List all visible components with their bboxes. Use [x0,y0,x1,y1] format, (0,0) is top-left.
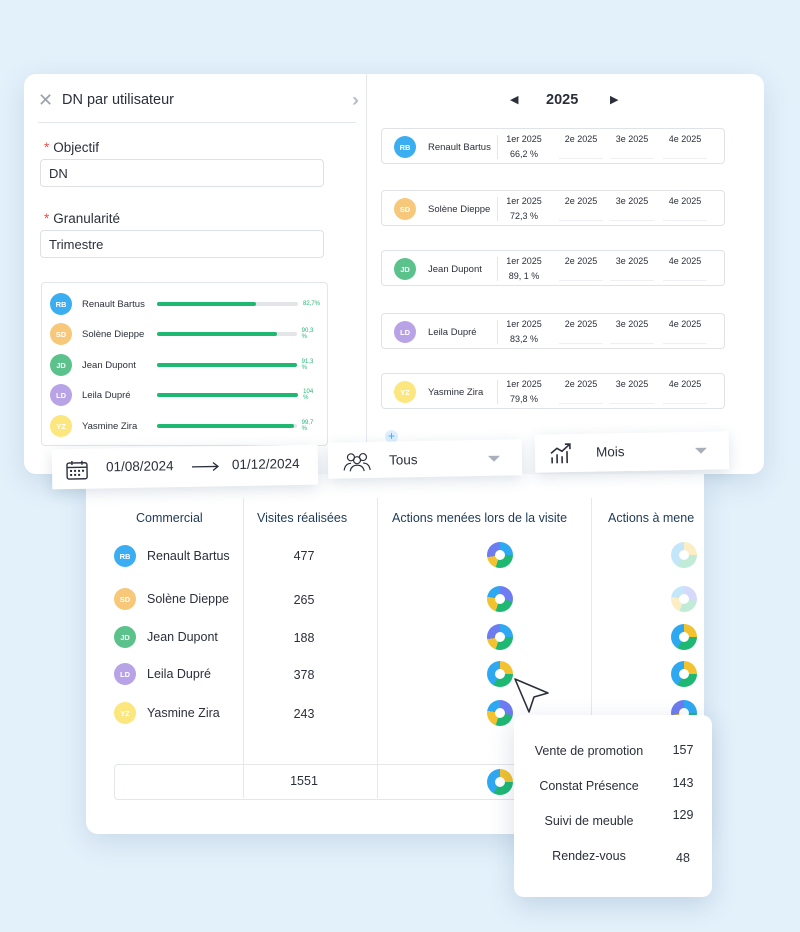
tooltip-label: Vente de promotion [534,744,644,758]
tooltip-value: 48 [676,851,690,865]
chart-trend-icon [550,443,571,464]
tooltip-label: Rendez-vous [552,849,626,863]
donut-chart-icon[interactable] [671,661,697,687]
avatar: RB [394,136,416,158]
panel-header: ✕ DN par utilisateur ›› [38,90,359,123]
table-row[interactable]: LD Leila Dupré 1er 2025 83,2 % 2e 2025 3e… [381,313,725,349]
objective-input[interactable]: DN [40,159,324,187]
table-row[interactable]: JD Jean Dupont [114,626,218,648]
period-select[interactable]: Mois [534,431,730,473]
table-row[interactable]: RB Renault Bartus [114,545,230,567]
table-row[interactable]: SD Solène Dieppe [114,588,229,610]
avatar: JD [114,626,136,648]
avatar: YZ [114,702,136,724]
group-value: Tous [388,452,418,468]
table-row[interactable]: SD Solène Dieppe 1er 2025 72,3 % 2e 2025 … [381,190,725,226]
visits-table: Commercial Visites réalisées Actions men… [86,474,704,834]
panel-title: DN par utilisateur [62,92,175,108]
avatar: LD [114,663,136,685]
users-group-icon [343,452,371,472]
donut-chart-icon[interactable] [487,586,513,612]
chevron-down-icon [487,455,501,462]
donut-chart-icon[interactable] [671,624,697,650]
total-visits: 1551 [290,774,318,788]
year-label: 2025 [546,92,579,108]
avatar: YZ [50,415,72,437]
avatar: JD [394,258,416,280]
list-item: JD Jean Dupont 91,3 % [50,353,320,377]
list-item: RB Renault Bartus 82,7% [50,292,320,316]
header-visits: Visites réalisées [257,511,348,525]
date-from[interactable]: 01/08/2024 [105,458,174,475]
group-select[interactable]: Tous [327,439,523,479]
granularity-label: * Granularité [44,211,121,226]
progress-bar [157,302,298,306]
user-progress-list: RB Renault Bartus 82,7% SD Solène Dieppe… [41,282,328,446]
donut-chart-icon[interactable] [487,542,513,568]
table-row[interactable]: YZ Yasmine Zira 1er 2025 79,8 % 2e 2025 3… [381,373,725,409]
actions-tooltip: Vente de promotion 157 Constat Présence … [514,715,712,897]
date-to[interactable]: 01/12/2024 [231,456,300,473]
avatar: SD [114,588,136,610]
progress-bar [157,393,299,397]
progress-bar [156,424,297,428]
tooltip-label: Suivi de meuble [544,814,634,828]
arrow-right-icon [191,461,220,472]
table-row[interactable]: YZ Yasmine Zira [114,702,220,724]
config-panel: ✕ DN par utilisateur ›› * Objectif DN * Gr… [24,74,367,474]
tooltip-value: 143 [672,776,694,790]
avatar: RB [114,545,136,567]
donut-chart-icon[interactable] [487,624,513,650]
list-item: LD Leila Dupré 104 % [50,383,320,407]
avatar: YZ [394,381,416,403]
mouse-pointer-icon [514,678,549,713]
donut-chart-icon[interactable] [487,769,513,795]
avatar: LD [50,384,72,406]
granularity-input[interactable]: Trimestre [40,230,324,258]
chevron-down-icon [694,447,708,454]
donut-chart-icon[interactable] [487,661,513,687]
header-actions-todo: Actions à mene [608,511,695,525]
avatar: RB [50,293,72,315]
table-row[interactable]: JD Jean Dupont 1er 2025 89, 1 % 2e 2025 3… [381,250,725,286]
avatar: JD [50,354,72,376]
avatar: SD [394,198,416,220]
tooltip-value: 129 [672,808,694,822]
list-item: YZ Yasmine Zira 99,7 % [50,414,320,438]
double-chevron-right-icon[interactable]: ›› [352,90,359,110]
table-row[interactable]: RB Renault Bartus 1er 2025 66,2 % 2e 2025… [381,128,725,164]
prev-year-icon[interactable]: ◀ [510,94,519,106]
dn-panel-card: ✕ DN par utilisateur ›› * Objectif DN * Gr… [24,74,764,474]
table-row[interactable]: LD Leila Dupré [114,663,211,685]
date-range-picker[interactable]: 01/08/2024 01/12/2024 [51,444,319,490]
avatar: LD [394,321,416,343]
objective-label: * Objectif [44,140,100,155]
donut-chart-icon[interactable] [487,700,513,726]
progress-bar [156,363,297,367]
close-icon[interactable]: ✕ [38,90,54,110]
avatar: SD [50,323,72,345]
header-actions: Actions menées lors de la visite [392,511,568,525]
donut-chart-icon[interactable] [671,586,697,612]
list-item: SD Solène Dieppe 90,3 % [50,322,320,346]
period-value: Mois [595,444,625,460]
donut-chart-icon[interactable] [671,542,697,568]
progress-bar [156,332,297,336]
next-year-icon[interactable]: ▶ [610,94,619,106]
calendar-icon [66,460,88,480]
tooltip-label: Constat Présence [539,779,639,793]
add-row-button[interactable]: + [385,430,398,443]
header-commercial: Commercial [136,511,203,525]
tooltip-value: 157 [672,743,694,757]
